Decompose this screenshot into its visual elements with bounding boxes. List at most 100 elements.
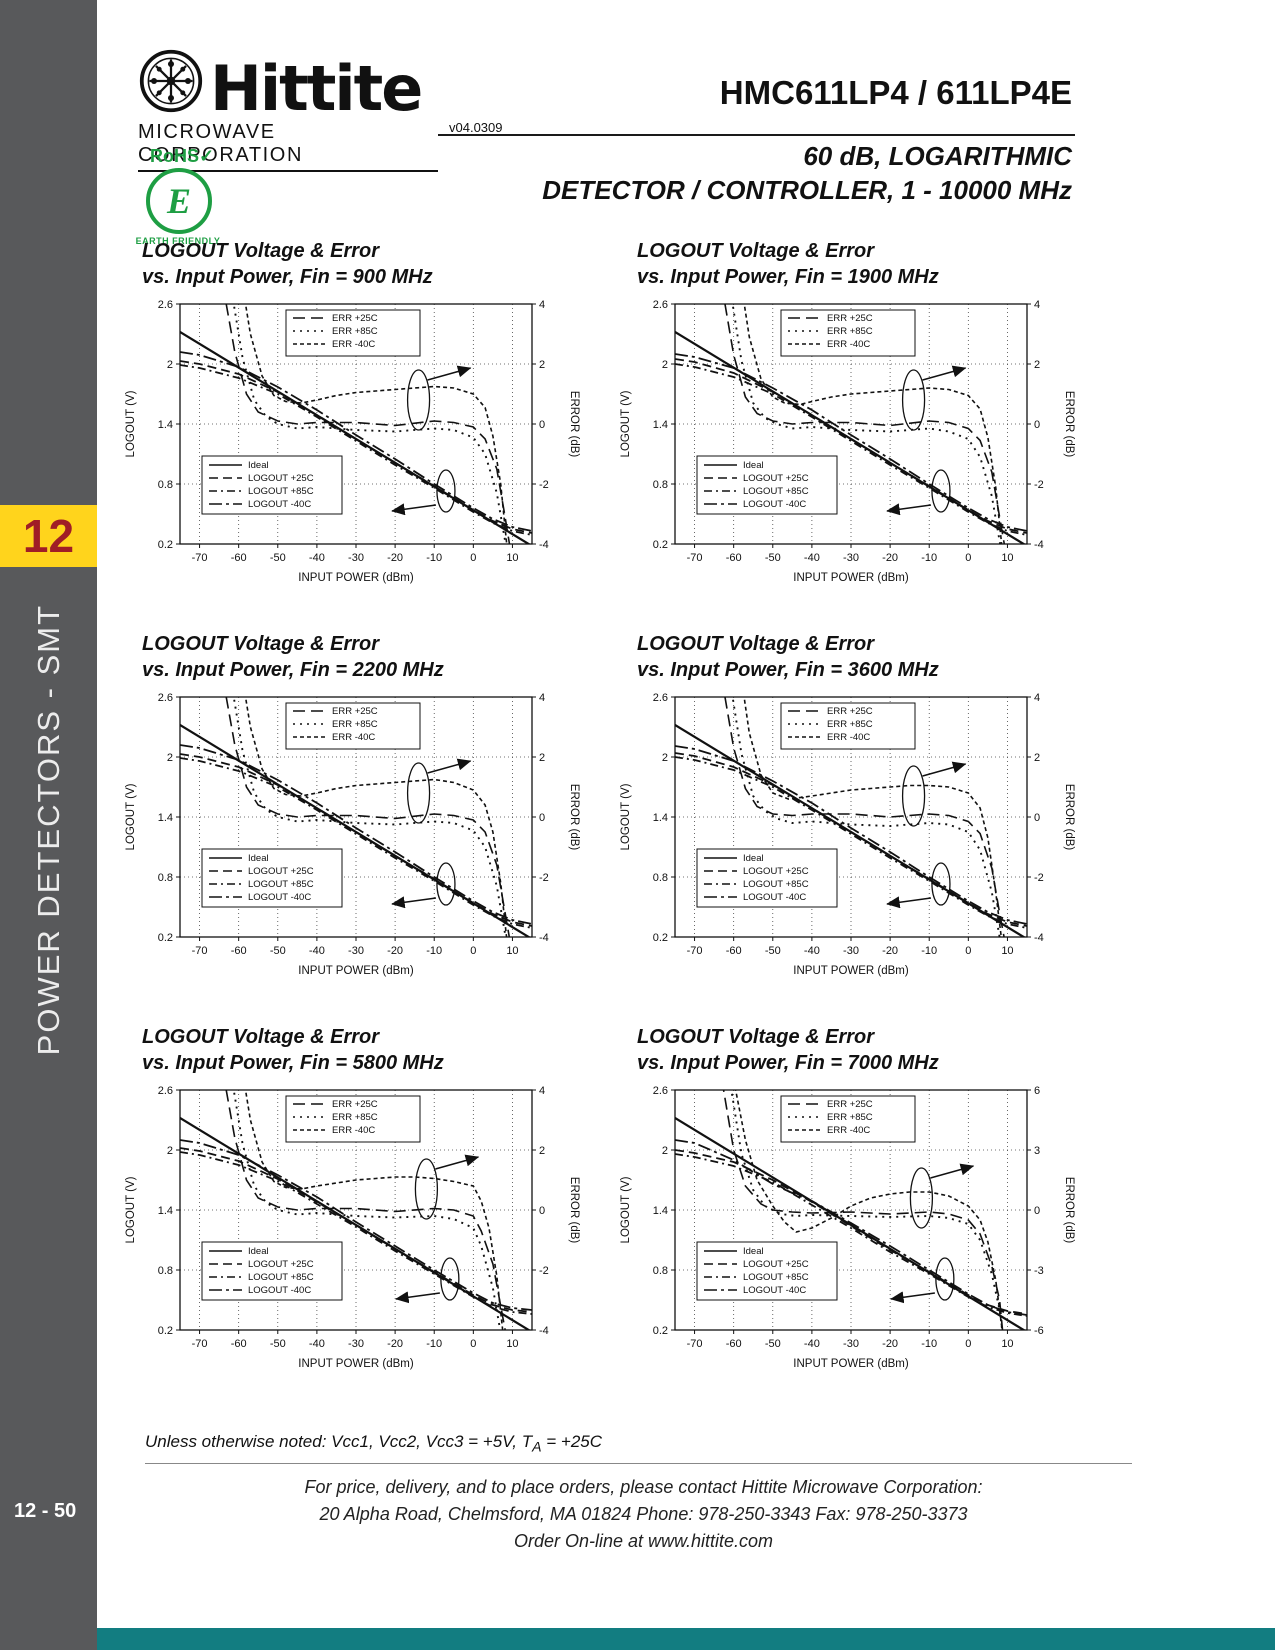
contact-line1: For price, delivery, and to place orders… xyxy=(304,1477,983,1497)
yright-tick-label: -2 xyxy=(539,1265,549,1277)
x-tick-label: 0 xyxy=(470,945,476,957)
yright-tick-label: -4 xyxy=(1034,932,1044,944)
x-tick-label: -40 xyxy=(309,945,325,957)
yleft-tick-label: 1.4 xyxy=(653,419,668,431)
legend-error-label: ERR +25C xyxy=(332,706,378,717)
x-tick-label: 10 xyxy=(506,552,518,564)
yleft-tick-label: 1.4 xyxy=(653,812,668,824)
legend-logout-label: LOGOUT -40C xyxy=(248,892,311,903)
yright-tick-label: -6 xyxy=(1034,1325,1044,1337)
conditions-note: Unless otherwise noted: Vcc1, Vcc2, Vcc3… xyxy=(145,1432,602,1455)
x-tick-label: -50 xyxy=(270,945,286,957)
logout-curves-ellipse xyxy=(436,862,456,906)
chart-title-line2: vs. Input Power, Fin = 5800 MHz xyxy=(142,1052,444,1074)
series-logout_m40 xyxy=(180,351,532,532)
legend-logout-label: LOGOUT -40C xyxy=(743,1285,806,1296)
yright-tick-label: 2 xyxy=(539,752,545,764)
legend-error-label: ERR -40C xyxy=(827,339,870,350)
chart-7000mhz: LOGOUT Voltage & Error vs. Input Power, … xyxy=(613,1024,1093,1372)
chart-title-line1: LOGOUT Voltage & Error xyxy=(637,240,875,262)
yleft-tick-label: 0.2 xyxy=(653,539,668,551)
series-err_25 xyxy=(225,304,511,544)
series-logout_m40 xyxy=(675,745,1027,925)
error-axis-arrow xyxy=(435,1154,480,1170)
x-tick-label: -50 xyxy=(765,552,781,564)
legend-logout-label: LOGOUT +25C xyxy=(743,473,809,484)
legend-error-label: ERR -40C xyxy=(332,1125,375,1136)
series-logout_85 xyxy=(180,757,532,929)
legend-error-label: ERR +25C xyxy=(332,1099,378,1110)
chart-5800mhz: LOGOUT Voltage & Error vs. Input Power, … xyxy=(118,1024,598,1372)
series-err_25 xyxy=(225,697,511,937)
x-tick-label: -70 xyxy=(687,1338,703,1350)
legend-error-box xyxy=(780,702,916,750)
x-tick-label: -60 xyxy=(726,945,742,957)
x-tick-label: -60 xyxy=(726,1338,742,1350)
x-tick-label: -70 xyxy=(192,945,208,957)
chart-title: LOGOUT Voltage & Error vs. Input Power, … xyxy=(637,631,1093,683)
yleft-axis-title: LOGOUT (V) xyxy=(125,1176,137,1243)
note-pre: Unless otherwise noted: Vcc1, Vcc2, Vcc3… xyxy=(145,1432,533,1451)
chart-title-line1: LOGOUT Voltage & Error xyxy=(142,1026,380,1048)
yleft-axis-title: LOGOUT (V) xyxy=(125,783,137,850)
chart-1900mhz: LOGOUT Voltage & Error vs. Input Power, … xyxy=(613,238,1093,586)
x-tick-label: -30 xyxy=(348,552,364,564)
x-axis-title: INPUT POWER (dBm) xyxy=(298,965,414,977)
series-logout_m40 xyxy=(180,1139,532,1311)
rohs-label: RoHS xyxy=(150,146,199,166)
x-tick-label: 10 xyxy=(1001,552,1013,564)
x-tick-label: -30 xyxy=(348,1338,364,1350)
series-logout_25 xyxy=(180,360,532,534)
x-axis-title: INPUT POWER (dBm) xyxy=(793,965,909,977)
series-logout_25 xyxy=(675,358,1027,534)
chart-canvas-900mhz: -70 -60 -50 -40 -30 -20 -10 0 10 2.6 2 1.4 0.8 0.2 4 2 0… xyxy=(125,299,580,584)
yright-tick-label: -2 xyxy=(539,872,549,884)
chart-title: LOGOUT Voltage & Error vs. Input Power, … xyxy=(142,631,598,683)
yright-tick-label: 2 xyxy=(1034,752,1040,764)
logout-curves-ellipse xyxy=(931,862,951,906)
legend-error-label: ERR +85C xyxy=(827,1112,873,1123)
legend-logout-label: LOGOUT +85C xyxy=(248,879,314,890)
yright-tick-label: 4 xyxy=(1034,299,1040,311)
yright-tick-label: 0 xyxy=(1034,1205,1040,1217)
series-logout_85 xyxy=(675,756,1027,929)
legend-logout-label: LOGOUT +85C xyxy=(248,486,314,497)
legend-error-label: ERR +85C xyxy=(332,326,378,337)
error-curves-ellipse xyxy=(901,369,926,431)
legend-error-label: ERR -40C xyxy=(827,1125,870,1136)
yleft-tick-label: 0.8 xyxy=(158,872,173,884)
series-logout_85 xyxy=(675,363,1027,536)
legend-logout-label: LOGOUT +85C xyxy=(743,879,809,890)
x-tick-label: 10 xyxy=(1001,1338,1013,1350)
yleft-tick-label: 1.4 xyxy=(653,1205,668,1217)
yright-tick-label: 0 xyxy=(539,1205,545,1217)
series-logout_85 xyxy=(180,364,532,536)
yright-tick-label: 4 xyxy=(539,299,545,311)
legend-logout-label: LOGOUT -40C xyxy=(248,499,311,510)
chart-2200mhz: LOGOUT Voltage & Error vs. Input Power, … xyxy=(118,631,598,979)
yright-tick-label: -3 xyxy=(1034,1265,1044,1277)
x-tick-label: -70 xyxy=(192,552,208,564)
x-tick-label: 10 xyxy=(1001,945,1013,957)
error-curves-ellipse xyxy=(909,1167,934,1229)
error-axis-arrow xyxy=(922,365,967,381)
sidebar xyxy=(0,0,97,1650)
legend-logout-label: LOGOUT +85C xyxy=(743,486,809,497)
legend-logout-label: LOGOUT +25C xyxy=(743,866,809,877)
yleft-tick-label: 1.4 xyxy=(158,419,173,431)
logout-curves-ellipse xyxy=(935,1257,955,1301)
logout-axis-arrow xyxy=(886,503,932,516)
chart-title-line1: LOGOUT Voltage & Error xyxy=(142,240,380,262)
yleft-tick-label: 2.6 xyxy=(158,692,173,704)
logout-axis-arrow xyxy=(391,503,437,516)
x-tick-label: 0 xyxy=(470,552,476,564)
x-axis-title: INPUT POWER (dBm) xyxy=(298,572,414,584)
chart-title-line1: LOGOUT Voltage & Error xyxy=(142,633,380,655)
legend-error-label: ERR -40C xyxy=(332,732,375,743)
legend-error-label: ERR +25C xyxy=(332,313,378,324)
legend-error-label: ERR +85C xyxy=(332,719,378,730)
logout-axis-arrow xyxy=(886,896,932,909)
page-number: 12 - 50 xyxy=(14,1500,77,1522)
yleft-tick-label: 2.6 xyxy=(653,692,668,704)
